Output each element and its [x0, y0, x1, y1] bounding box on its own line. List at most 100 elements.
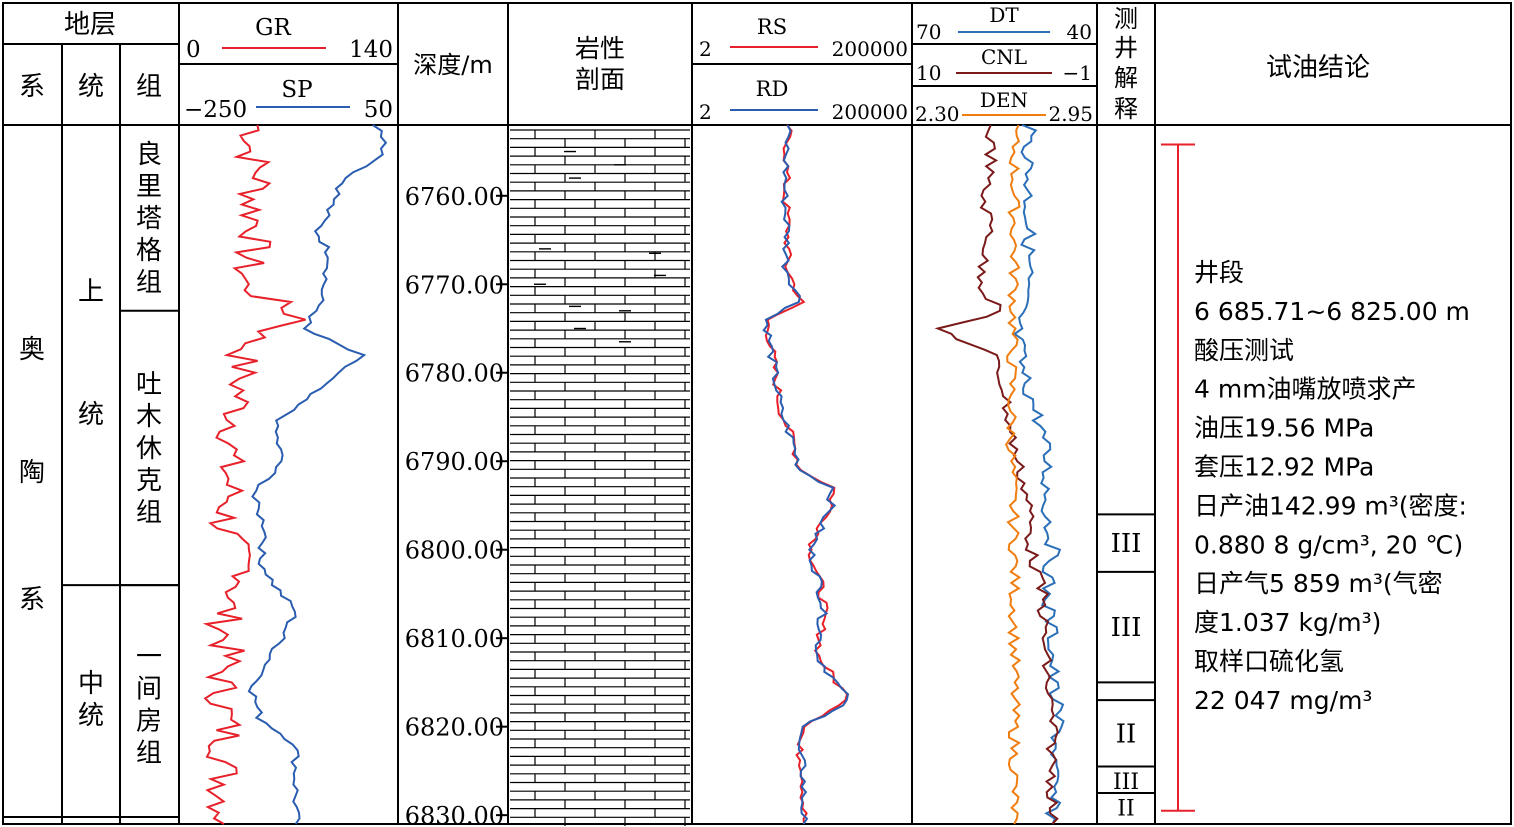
- test-conclusion-text: 井段 6 685.71~6 825.00 m 酸压测试 4 mm油嘴放喷求产油压19.…: [1194, 258, 1470, 715]
- header-interp-char1: 测: [1114, 5, 1138, 33]
- depth-tick-label: 6800.00: [405, 537, 504, 565]
- rd-legend: RD 2 200000: [699, 77, 908, 124]
- series-char: 中: [78, 669, 104, 699]
- series-char: 上: [78, 277, 104, 307]
- depth-tick-label: 6810.00: [405, 625, 504, 653]
- system-char: 陶: [19, 458, 45, 488]
- sp-max: 50: [364, 97, 393, 123]
- formation-char: 间: [136, 675, 162, 705]
- rd-max: 200000: [832, 100, 908, 124]
- interp-class-label: III: [1113, 770, 1139, 795]
- den-legend: DEN 2.30 2.95: [915, 88, 1093, 126]
- formation-char: 克: [136, 466, 162, 496]
- rd-min: 2: [699, 100, 712, 124]
- dt-min: 70: [916, 20, 941, 44]
- cnl-max: −1: [1063, 61, 1092, 85]
- den-min: 2.30: [915, 102, 960, 126]
- header-interp-char4: 释: [1114, 95, 1138, 123]
- rs-min: 2: [699, 37, 712, 61]
- gr-curve: [202, 124, 306, 825]
- gr-name: GR: [255, 15, 291, 41]
- rd-name: RD: [756, 77, 789, 101]
- formation-char: 木: [136, 402, 162, 432]
- lithology-column: [510, 129, 690, 826]
- sp-min: −250: [184, 97, 247, 123]
- formation-char: 良: [136, 140, 162, 170]
- depth-tick-label: 6780.00: [405, 360, 504, 388]
- series-middle-label: 中 统: [78, 669, 104, 731]
- dt-name: DT: [989, 3, 1019, 27]
- formation-char: 格: [136, 236, 162, 266]
- test-conclusion-line: 井段: [1194, 258, 1244, 287]
- test-conclusion-line: 0.880 8 g/cm³, 20 ℃): [1194, 530, 1463, 559]
- den-name: DEN: [980, 88, 1028, 112]
- sp-legend: SP −250 50: [184, 77, 393, 123]
- header-interp-char2: 井: [1114, 34, 1138, 62]
- test-conclusion-line: 酸压测试: [1194, 336, 1294, 365]
- cnl-legend: CNL 10 −1: [916, 45, 1092, 85]
- formation-char: 一: [136, 643, 162, 673]
- rs-legend: RS 2 200000: [699, 15, 908, 61]
- dt-curve: [1012, 124, 1065, 825]
- series-char: 统: [78, 400, 104, 430]
- interp-class-label: III: [1111, 613, 1142, 643]
- rs-max: 200000: [832, 37, 908, 61]
- header-depth: 深度/m: [413, 51, 492, 79]
- system-char: 奥: [19, 335, 45, 365]
- header-lithology-line1: 岩性: [575, 34, 625, 63]
- gr-min: 0: [186, 37, 201, 63]
- formation-char: 组: [136, 498, 162, 528]
- test-conclusion-line: 日产气5 859 m³(气密: [1194, 569, 1443, 598]
- test-conclusion-line: 度1.037 kg/m³): [1194, 608, 1381, 637]
- dt-legend: DT 70 40: [916, 3, 1092, 44]
- test-conclusion-line: 日产油142.99 m³(密度:: [1194, 491, 1467, 520]
- depth-tick-label: 6790.00: [405, 448, 504, 476]
- den-curve: [1004, 124, 1022, 825]
- gr-legend: GR 0 140: [186, 15, 393, 63]
- cnl-min: 10: [916, 61, 941, 85]
- header-test-conclusion: 试油结论: [1266, 53, 1370, 83]
- header-series: 统: [78, 72, 104, 102]
- depth-tick-label: 6820.00: [405, 714, 504, 742]
- test-interval-marker: [1161, 143, 1195, 812]
- formation-char: 房: [136, 707, 162, 737]
- test-conclusion-line: 4 mm油嘴放喷求产: [1194, 375, 1417, 404]
- dt-max: 40: [1067, 20, 1092, 44]
- gr-max: 140: [349, 37, 393, 63]
- header-strata: 地层: [64, 10, 116, 40]
- system-label: 奥 陶 系: [19, 335, 45, 615]
- formation-char: 塔: [136, 204, 162, 234]
- formation-char: 组: [136, 739, 162, 769]
- rd-curve: [762, 124, 850, 825]
- formation-char: 休: [136, 434, 162, 464]
- interp-class-label: III: [1111, 529, 1142, 559]
- sp-curve: [247, 124, 388, 825]
- sp-name: SP: [281, 77, 312, 103]
- depth-tick-label: 6830.00: [405, 802, 504, 827]
- formation-char: 吐: [136, 370, 162, 400]
- header-interp-char3: 解: [1114, 64, 1138, 92]
- series-upper-label: 上 统: [78, 277, 104, 430]
- formation-char: 里: [136, 172, 162, 202]
- curve-tracks: [202, 124, 1065, 825]
- formation-char: 组: [136, 268, 162, 298]
- test-conclusion-line: 取样口硫化氢: [1194, 647, 1344, 676]
- header-formation: 组: [136, 72, 162, 102]
- test-conclusion-line: 22 047 mg/m³: [1194, 686, 1372, 715]
- rs-name: RS: [757, 15, 787, 39]
- cnl-curve: [934, 124, 1059, 825]
- depth-tick-label: 6760.00: [405, 183, 504, 211]
- interp-class-label: II: [1117, 796, 1134, 821]
- den-max: 2.95: [1048, 102, 1093, 126]
- depth-axis: 6760.00 6770.00 6780.00 6790.00 6800.00 6810.…: [405, 183, 508, 827]
- system-char: 系: [19, 585, 45, 615]
- cnl-name: CNL: [981, 45, 1027, 69]
- series-char: 统: [78, 701, 104, 731]
- header-system: 系: [19, 72, 45, 102]
- header-lithology-line2: 剖面: [575, 65, 625, 94]
- interp-class-label: II: [1116, 719, 1137, 749]
